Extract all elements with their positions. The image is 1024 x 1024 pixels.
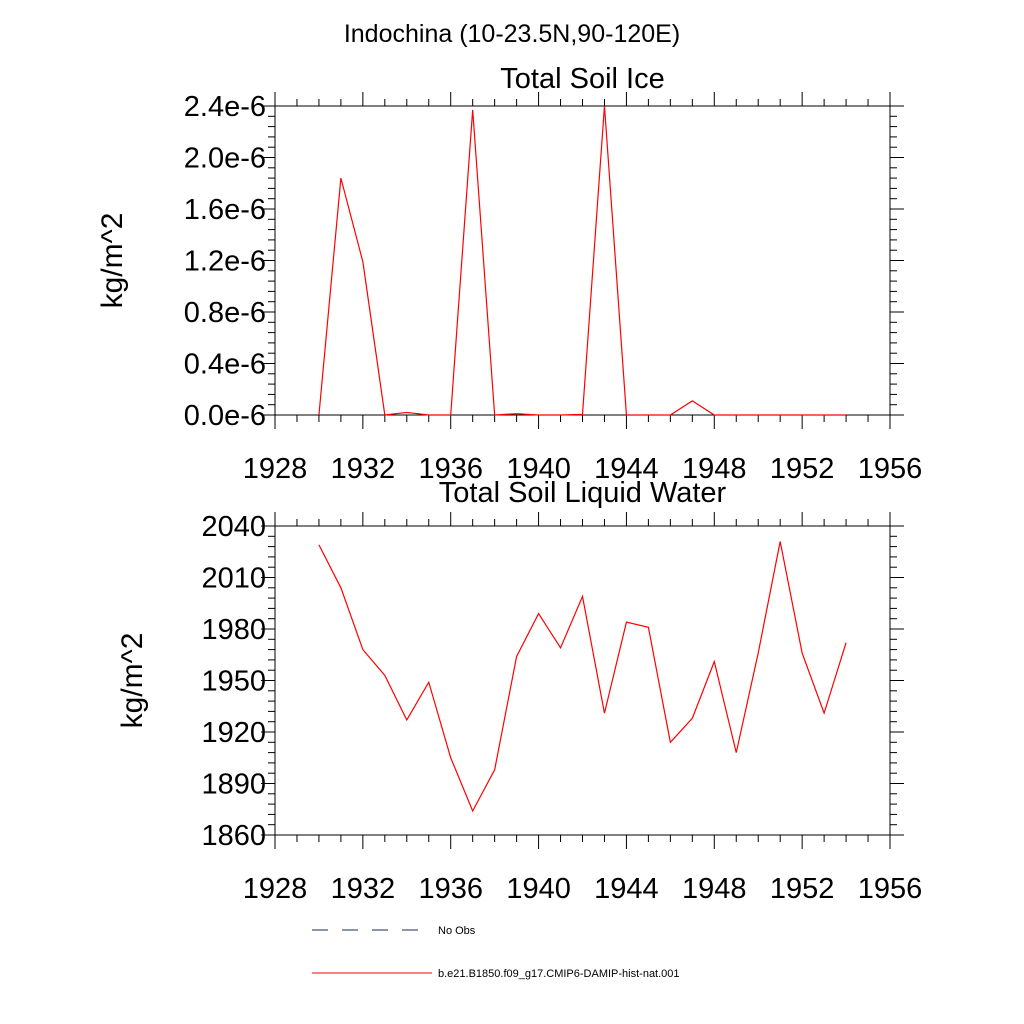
- x-tick-label: 1936: [418, 873, 483, 905]
- y-axis-label: kg/m^2: [96, 213, 129, 309]
- plot-frame: [274, 525, 891, 836]
- y-tick-label: 1950: [201, 666, 266, 698]
- legend-label-no-obs: No Obs: [438, 925, 476, 937]
- y-tick-label: 1980: [201, 614, 266, 646]
- chart-title: Total Soil Liquid Water: [439, 477, 727, 509]
- y-tick-label: 1.2e-6: [184, 246, 266, 278]
- chart-panel-2: Total Soil Liquid Water kg/m^2 1928 1932 193…: [116, 477, 922, 905]
- y-tick-label: 2010: [201, 563, 266, 595]
- chart-panels: Total Soil Ice kg/m^2 1928 1932 1936 1940 1944…: [96, 63, 922, 905]
- x-tick-label: 1936: [418, 453, 483, 485]
- x-tick-label: 1928: [243, 453, 308, 485]
- x-tick-label: 1944: [594, 453, 659, 485]
- y-tick-label: 2.0e-6: [184, 143, 266, 175]
- legend-label-model: b.e21.B1850.f09_g17.CMIP6-DAMIP-hist-nat…: [438, 968, 680, 980]
- y-tick-label: 1920: [201, 717, 266, 749]
- x-tick-label: 1948: [682, 453, 747, 485]
- x-tick-label: 1932: [331, 453, 396, 485]
- series-line-1: [318, 541, 847, 813]
- y-tick-label: 2040: [201, 511, 266, 543]
- x-tick-label: 1948: [682, 873, 747, 905]
- y-tick-label: 0.0e-6: [184, 400, 266, 432]
- x-tick-label: 1956: [858, 873, 923, 905]
- x-tick-label: 1952: [770, 453, 835, 485]
- y-tick-label: 2.4e-6: [184, 91, 266, 123]
- y-tick-label: 0.4e-6: [184, 349, 266, 381]
- x-tick-label: 1944: [594, 873, 659, 905]
- x-tick-label: 1956: [858, 453, 923, 485]
- y-tick-label: 1860: [201, 820, 266, 852]
- y-tick-label: 1890: [201, 769, 266, 801]
- x-tick-label: 1940: [506, 453, 571, 485]
- y-tick-label: 1.6e-6: [184, 194, 266, 226]
- chart-title: Total Soil Ice: [500, 63, 664, 95]
- series-line-1: [318, 105, 847, 416]
- y-tick-label: 0.8e-6: [184, 297, 266, 329]
- chart-panel-1: Total Soil Ice kg/m^2 1928 1932 1936 1940 1944…: [96, 63, 922, 485]
- x-tick-label: 1952: [770, 873, 835, 905]
- plot-frame: [274, 105, 891, 416]
- figure-title: Indochina (10-23.5N,90-120E): [344, 20, 680, 48]
- x-tick-label: 1928: [243, 873, 308, 905]
- x-tick-label: 1932: [331, 873, 396, 905]
- y-axis-label: kg/m^2: [116, 633, 149, 729]
- legend: No Obs b.e21.B1850.f09_g17.CMIP6-DAMIP-h…: [312, 925, 680, 980]
- x-tick-label: 1940: [506, 873, 571, 905]
